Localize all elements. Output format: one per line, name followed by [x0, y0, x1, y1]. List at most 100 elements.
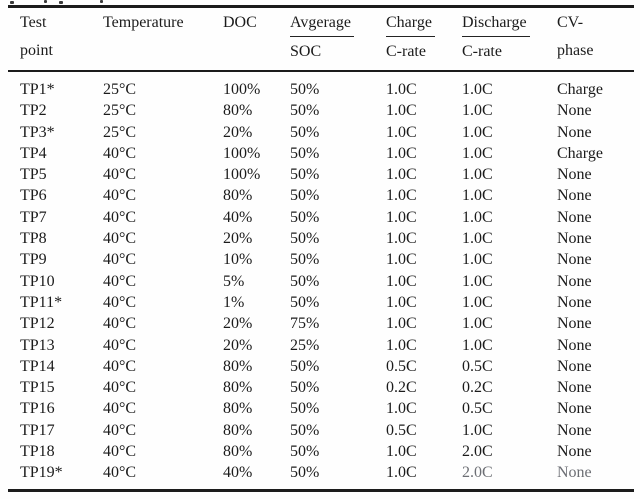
- table-cell-charge-c-rate: 1.0C: [386, 144, 417, 162]
- table-cell-test-point: TP13: [20, 336, 55, 354]
- table-cell-doc: 5%: [223, 272, 245, 290]
- table-cell-temperature: 40°C: [103, 166, 137, 184]
- table-cell-doc: 100%: [223, 81, 261, 98]
- table-cell-average-soc: 25%: [290, 336, 320, 354]
- table-cell-discharge-c-rate: 0.2C: [462, 379, 493, 397]
- table-row-tp9: TP9 40°C 10% 50% 1.0C 1.0C None: [0, 249, 640, 270]
- table-cell-discharge-c-rate: 1.0C: [462, 230, 493, 248]
- table-row-tp19: TP19* 40°C 40% 50% 1.0C 2.0C None: [0, 462, 640, 483]
- table-cell-test-point: TP6: [20, 187, 47, 205]
- table-cell-test-point: TP5: [20, 166, 47, 184]
- caption-descender-mark: [10, 1, 14, 4]
- table-cell-test-point: TP1*: [20, 81, 55, 98]
- table-cell-temperature: 40°C: [103, 336, 137, 354]
- header-cell-average-soc: Avgerage SOC: [290, 14, 386, 60]
- table-cell-discharge-c-rate: 0.5C: [462, 400, 493, 418]
- caption-descender-mark: [59, 1, 63, 4]
- table-cell-temperature: 40°C: [103, 357, 137, 375]
- header-label-line2: C-rate: [386, 43, 426, 60]
- table-cell-doc: 80%: [223, 443, 253, 461]
- header-label-line1: CV-: [557, 14, 584, 31]
- table-cell-test-point: TP12: [20, 315, 55, 333]
- table-cell-charge-c-rate: 0.2C: [386, 379, 417, 397]
- table-bottom-rule: [8, 489, 634, 492]
- table-cell-charge-c-rate: 1.0C: [386, 443, 417, 461]
- table-cell-charge-c-rate: 1.0C: [386, 230, 417, 248]
- table-cell-cv-phase: None: [557, 166, 592, 184]
- caption-descender-mark: [44, 0, 47, 3]
- table-cell-discharge-c-rate: 1.0C: [462, 102, 493, 120]
- table-row-tp13: TP13 40°C 20% 25% 1.0C 1.0C None: [0, 335, 640, 356]
- table-cell-doc: 20%: [223, 230, 253, 248]
- table-cell-temperature: 25°C: [103, 81, 137, 98]
- table-cell-discharge-c-rate: 1.0C: [462, 144, 493, 162]
- table-cell-cv-phase: None: [557, 208, 592, 226]
- header-label-line1: Avgerage: [290, 14, 354, 37]
- table-cell-discharge-c-rate: 1.0C: [462, 123, 493, 141]
- table-cell-doc: 40%: [223, 208, 253, 226]
- table-cell-temperature: 40°C: [103, 464, 137, 482]
- table-cell-doc: 1%: [223, 293, 245, 311]
- table-row-tp3: TP3* 25°C 20% 50% 1.0C 1.0C None: [0, 122, 640, 143]
- table-cell-temperature: 40°C: [103, 379, 137, 397]
- table-cell-average-soc: 50%: [290, 272, 320, 290]
- table-header-rule: [8, 70, 634, 72]
- table-cell-temperature: 25°C: [103, 123, 137, 141]
- table-cell-cv-phase: None: [557, 272, 592, 290]
- header-cell-discharge-c-rate: Discharge C-rate: [462, 14, 557, 60]
- table-cell-test-point: TP16: [20, 400, 55, 418]
- table-cell-cv-phase: None: [557, 400, 592, 418]
- table-cell-temperature: 40°C: [103, 443, 137, 461]
- table-cell-average-soc: 50%: [290, 251, 320, 269]
- table-cell-doc: 10%: [223, 251, 253, 269]
- header-label-line1: Charge: [386, 14, 435, 37]
- table-cell-average-soc: 50%: [290, 293, 320, 311]
- table-cell-discharge-c-rate: 2.0C: [462, 464, 493, 482]
- table-row-tp4: TP4 40°C 100% 50% 1.0C 1.0C Charge: [0, 143, 640, 164]
- table-row-tp5: TP5 40°C 100% 50% 1.0C 1.0C None: [0, 164, 640, 185]
- table-cell-cv-phase: None: [557, 357, 592, 375]
- header-cell-cv-phase: CV-phase: [557, 14, 634, 60]
- table-cell-test-point: TP15: [20, 379, 55, 397]
- table-cell-discharge-c-rate: 1.0C: [462, 421, 493, 439]
- table-cell-doc: 80%: [223, 357, 253, 375]
- table-header-row: Test point Temperature DOC Avgerage SOC Charge…: [0, 8, 640, 60]
- header-label-line1: Temperature: [103, 14, 184, 31]
- table-row-tp1: TP1* 25°C 100% 50% 1.0C 1.0C Charge: [0, 79, 640, 100]
- table-cell-temperature: 40°C: [103, 293, 137, 311]
- table-cell-discharge-c-rate: 2.0C: [462, 443, 493, 461]
- table-top-rule: [8, 5, 634, 8]
- table-row-tp12: TP12 40°C 20% 75% 1.0C 1.0C None: [0, 313, 640, 334]
- table-cell-cv-phase: None: [557, 315, 592, 333]
- table-cell-cv-phase: None: [557, 251, 592, 269]
- table-cell-cv-phase: None: [557, 123, 592, 141]
- table-cell-test-point: TP3*: [20, 123, 55, 141]
- table-cell-test-point: TP9: [20, 251, 47, 269]
- table-cell-discharge-c-rate: 1.0C: [462, 315, 493, 333]
- header-cell-temperature: Temperature: [103, 14, 223, 60]
- table-cell-test-point: TP18: [20, 443, 55, 461]
- table-cell-temperature: 40°C: [103, 187, 137, 205]
- table-cell-doc: 80%: [223, 187, 253, 205]
- table-cell-temperature: 40°C: [103, 421, 137, 439]
- table-cell-doc: 20%: [223, 315, 253, 333]
- header-cell-charge-c-rate: Charge C-rate: [386, 14, 462, 60]
- table-cell-charge-c-rate: 1.0C: [386, 187, 417, 205]
- table-cell-charge-c-rate: 1.0C: [386, 251, 417, 269]
- table-cell-doc: 40%: [223, 464, 253, 482]
- table-cell-average-soc: 50%: [290, 166, 320, 184]
- table-cell-charge-c-rate: 1.0C: [386, 464, 417, 482]
- table-cell-discharge-c-rate: 0.5C: [462, 357, 493, 375]
- table-cell-charge-c-rate: 1.0C: [386, 123, 417, 141]
- table-cell-discharge-c-rate: 1.0C: [462, 251, 493, 269]
- table-cell-doc: 100%: [223, 144, 261, 162]
- table-cell-cv-phase: Charge: [557, 144, 603, 162]
- table-cell-doc: 80%: [223, 102, 253, 120]
- caption-descender-mark: [100, 0, 103, 3]
- table-cell-cv-phase: None: [557, 102, 592, 120]
- table-cell-test-point: TP11*: [20, 293, 63, 311]
- table-cell-temperature: 40°C: [103, 144, 137, 162]
- table-cell-discharge-c-rate: 1.0C: [462, 293, 493, 311]
- table-cell-cv-phase: None: [557, 230, 592, 248]
- table-row-tp11: TP11* 40°C 1% 50% 1.0C 1.0C None: [0, 292, 640, 313]
